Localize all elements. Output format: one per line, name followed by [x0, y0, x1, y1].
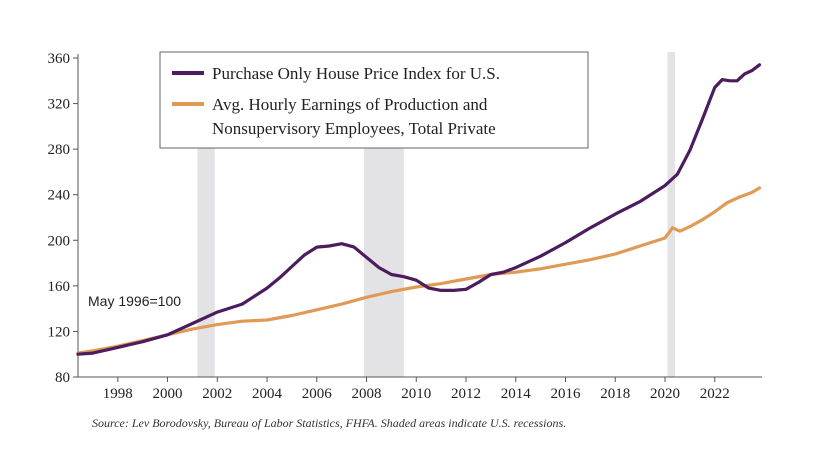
- series-line-house-price: [76, 63, 762, 356]
- x-tick-label: 2018: [600, 386, 630, 402]
- legend: Purchase Only House Price Index for U.S.…: [159, 51, 589, 149]
- legend-label-earnings-line1: Avg. Hourly Earnings of Production and: [212, 95, 488, 114]
- x-tick-label: 2012: [451, 386, 481, 402]
- axes: [77, 54, 762, 378]
- source-note: Source: Lev Borodovsky, Bureau of Labor …: [92, 416, 566, 430]
- y-tick-label: 280: [48, 142, 71, 158]
- x-tick-label: 1998: [103, 386, 133, 402]
- legend-label-earnings: Avg. Hourly Earnings of Production and N…: [212, 95, 496, 138]
- x-tick-label: 2014: [501, 386, 532, 402]
- y-tick-label: 360: [48, 51, 71, 67]
- tick-labels: 80 120 160 200 240 280 320 360 1998 2000 2002 2004 2…: [48, 51, 730, 402]
- legend-label-earnings-line2: Nonsupervisory Employees, Total Private: [212, 119, 496, 138]
- recession-band-2: [667, 52, 675, 377]
- x-tick-label: 2016: [551, 386, 582, 402]
- x-tick-label: 2008: [352, 386, 382, 402]
- y-tick-label: 240: [48, 188, 71, 204]
- y-tick-label: 320: [48, 97, 71, 113]
- x-tick-label: 2020: [650, 386, 680, 402]
- series-lines: [76, 63, 762, 356]
- x-tick-label: 2004: [252, 386, 283, 402]
- y-tick-label: 120: [48, 324, 71, 340]
- x-tick-label: 2010: [401, 386, 431, 402]
- x-tick-label: 2002: [202, 386, 232, 402]
- legend-box: [159, 51, 589, 149]
- x-tick-label: 2006: [302, 386, 333, 402]
- x-tick-label: 2000: [153, 386, 183, 402]
- x-tick-label: 2022: [700, 386, 730, 402]
- y-tick-label: 80: [55, 370, 70, 386]
- base-annotation: May 1996=100: [88, 293, 181, 309]
- legend-label-house-price: Purchase Only House Price Index for U.S.: [212, 64, 500, 83]
- y-tick-label: 200: [48, 233, 71, 249]
- series-line-earnings: [76, 186, 762, 355]
- y-tick-label: 160: [48, 279, 71, 295]
